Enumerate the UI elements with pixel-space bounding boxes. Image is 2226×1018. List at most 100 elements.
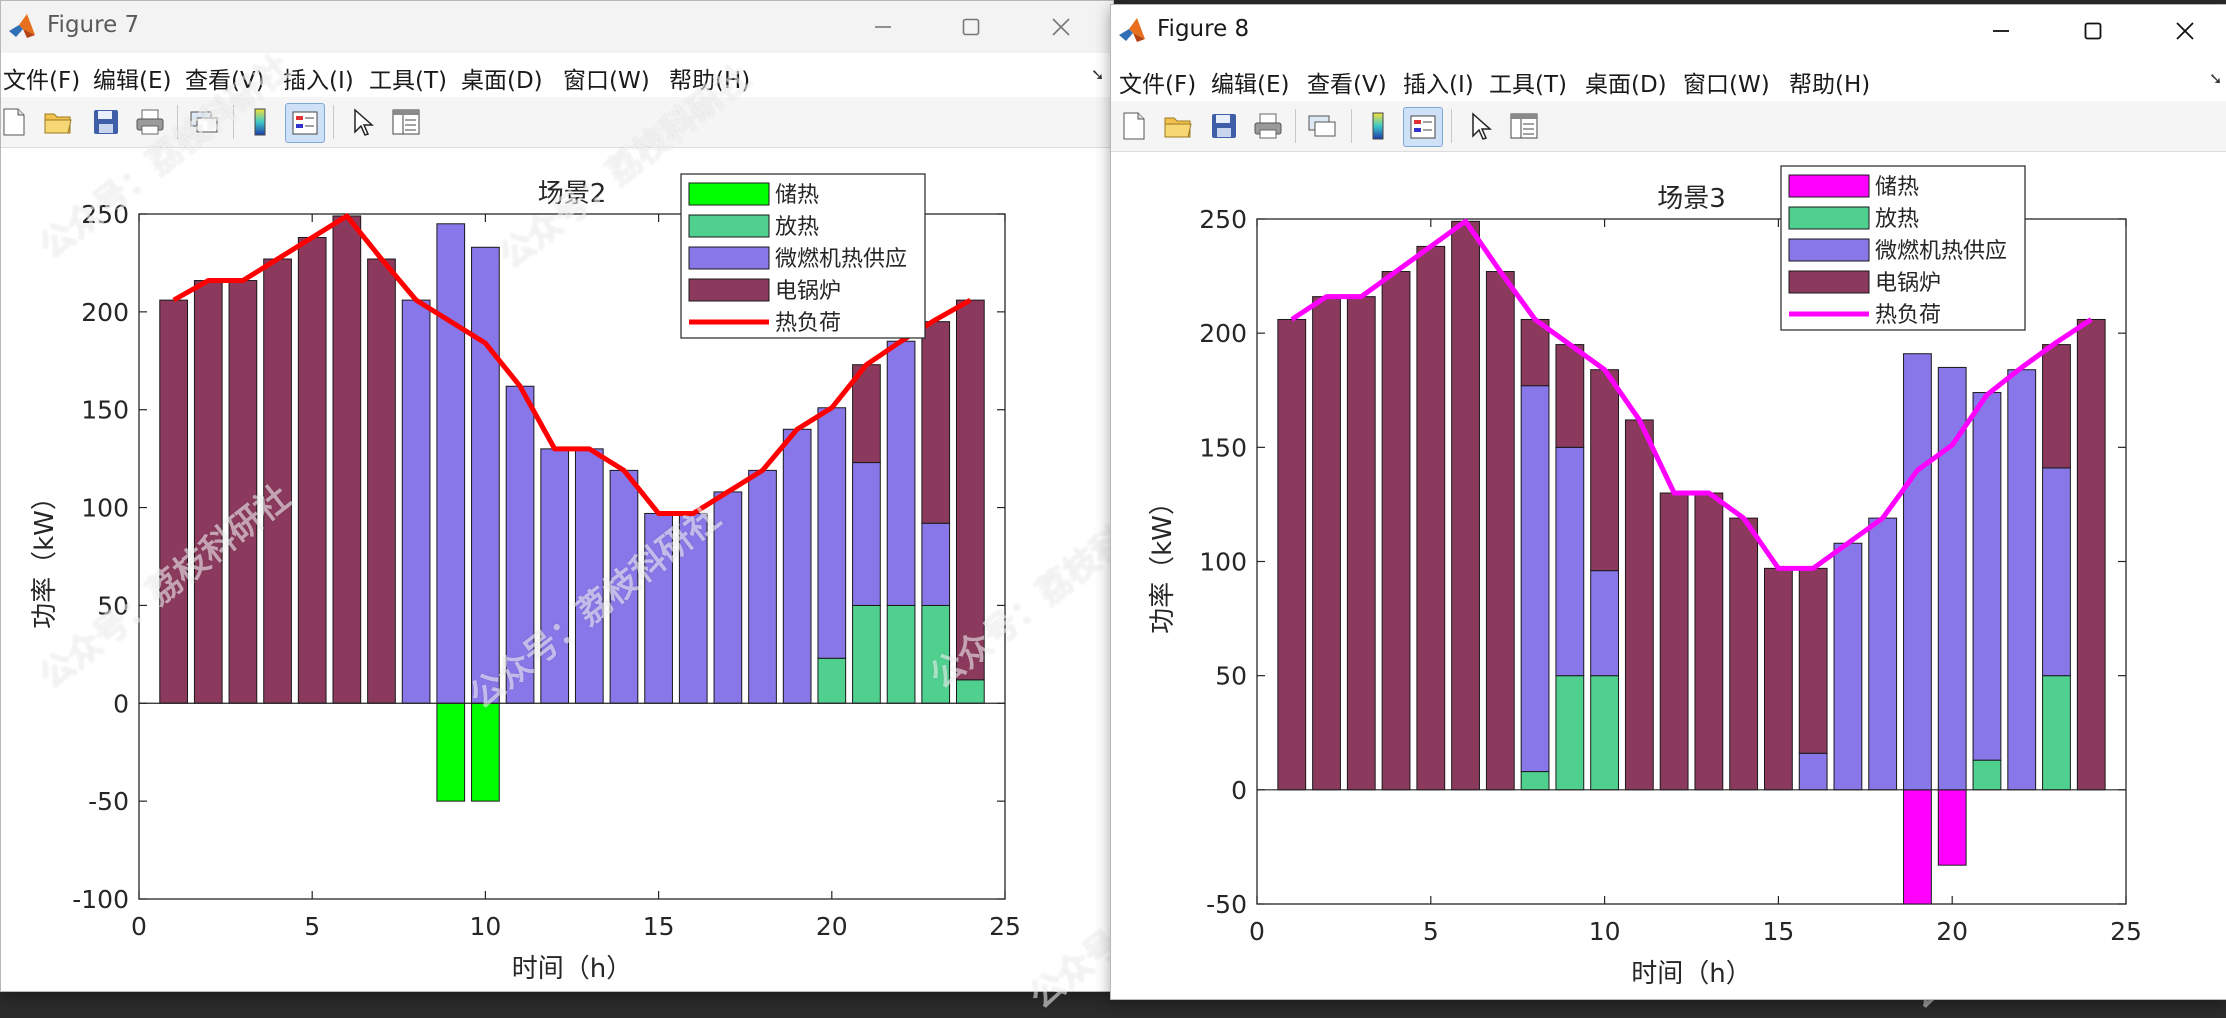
property-inspector-icon[interactable]	[1505, 107, 1543, 145]
matlab-logo-icon	[9, 14, 35, 38]
close-icon	[1052, 18, 1070, 36]
bar	[1798, 567, 1828, 754]
close-button[interactable]	[2155, 11, 2215, 51]
minimize-icon	[1993, 30, 2009, 32]
bar	[1937, 789, 1967, 866]
maximize-icon	[962, 18, 980, 36]
menu-desktop[interactable]: 桌面(D)	[461, 68, 543, 94]
save-icon[interactable]	[87, 103, 125, 141]
menu-file[interactable]: 文件(F)	[3, 68, 81, 94]
bar	[436, 702, 466, 802]
chart-title: 场景2	[538, 179, 607, 209]
legend-swatch	[688, 182, 770, 206]
insert-legend-icon[interactable]	[1403, 107, 1443, 147]
y-tick-label: -50	[88, 787, 129, 816]
menu-tools[interactable]: 工具(T)	[369, 68, 447, 94]
matlab-logo-icon	[1119, 18, 1145, 42]
property-inspector-icon[interactable]	[387, 103, 425, 141]
open-file-icon[interactable]	[1159, 107, 1197, 145]
menu-file[interactable]: 文件(F)	[1119, 72, 1197, 98]
figure-8-window: Figure 8 文件(F) 编辑(E) 查看(V) 插入(I) 工具(T) 桌…	[1110, 4, 2226, 1000]
menu-desktop[interactable]: 桌面(D)	[1585, 72, 1667, 98]
x-tick-label: 20	[1936, 917, 1968, 946]
bar	[1555, 675, 1585, 791]
bar	[1937, 366, 1967, 791]
bar	[817, 407, 847, 659]
maximize-button[interactable]	[2063, 11, 2123, 51]
y-tick-label: 200	[81, 298, 129, 327]
bar	[921, 522, 951, 606]
menu-window[interactable]: 窗口(W)	[1683, 72, 1770, 98]
maximize-button[interactable]	[941, 7, 1001, 47]
legend-swatch	[688, 278, 770, 302]
bar	[1520, 385, 1550, 773]
x-axis-label: 时间（h）	[512, 954, 632, 984]
bar	[297, 236, 327, 704]
figure-7-chart: -100 -50 0 50 100 150 200 250 0 5 10 15 20 25 场景2 时间（h）…	[1, 148, 1113, 991]
x-tick-label: 10	[1589, 917, 1621, 946]
x-tick-label: 15	[1762, 917, 1794, 946]
link-plot-icon[interactable]	[1303, 107, 1341, 145]
y-tick-label: 0	[113, 689, 129, 718]
menu-insert[interactable]: 插入(I)	[1403, 72, 1474, 98]
bar	[1555, 344, 1585, 448]
bar	[505, 385, 535, 704]
bar	[713, 491, 743, 704]
print-icon[interactable]	[131, 103, 169, 141]
bar	[1590, 570, 1620, 677]
bar	[1520, 318, 1550, 387]
x-tick-label: 5	[304, 912, 320, 941]
figure-7-toolbar	[1, 97, 1113, 148]
y-tick-label: 250	[81, 200, 129, 229]
minimize-button[interactable]	[1971, 11, 2031, 51]
x-axis-label: 时间（h）	[1631, 959, 1751, 989]
menu-tools[interactable]: 工具(T)	[1489, 72, 1567, 98]
link-plot-icon[interactable]	[185, 103, 223, 141]
bar	[1659, 492, 1689, 791]
bar	[2042, 344, 2071, 469]
close-button[interactable]	[1031, 7, 1091, 47]
dock-arrow-icon[interactable]: ➘	[1091, 65, 1105, 84]
y-axis-label: 功率（kW）	[1148, 489, 1178, 634]
y-tick-label: -100	[72, 885, 129, 914]
menu-edit[interactable]: 编辑(E)	[93, 68, 172, 94]
minimize-button[interactable]	[853, 7, 913, 47]
insert-legend-icon[interactable]	[285, 103, 325, 143]
open-file-icon[interactable]	[39, 103, 77, 141]
bar	[2007, 369, 2037, 791]
legend-entry-label: 电锅炉	[775, 279, 841, 304]
bar	[1381, 271, 1411, 791]
y-axis-label: 功率（kW）	[30, 484, 60, 629]
menu-edit[interactable]: 编辑(E)	[1211, 72, 1290, 98]
bar	[956, 299, 985, 681]
save-icon[interactable]	[1205, 107, 1243, 145]
bar	[2076, 318, 2106, 791]
figure-8-toolbar	[1111, 101, 2226, 152]
insert-colorbar-icon[interactable]	[1359, 107, 1397, 145]
insert-colorbar-icon[interactable]	[241, 103, 279, 141]
x-tick-label: 0	[1249, 917, 1265, 946]
print-icon[interactable]	[1249, 107, 1287, 145]
menu-help[interactable]: 帮助(H)	[669, 68, 751, 94]
menu-help[interactable]: 帮助(H)	[1789, 72, 1871, 98]
bar	[436, 223, 466, 704]
menu-window[interactable]: 窗口(W)	[563, 68, 650, 94]
new-figure-icon[interactable]	[1, 103, 33, 141]
y-tick-label: 200	[1199, 319, 1247, 348]
dock-arrow-icon[interactable]: ➘	[2209, 69, 2223, 88]
new-figure-icon[interactable]	[1115, 107, 1153, 145]
menu-view[interactable]: 查看(V)	[1307, 72, 1387, 98]
bar	[1451, 220, 1480, 791]
bar	[1590, 675, 1620, 791]
menu-view[interactable]: 查看(V)	[185, 68, 265, 94]
figure-7-titlebar[interactable]: Figure 7	[1, 1, 1113, 53]
menu-insert[interactable]: 插入(I)	[283, 68, 354, 94]
figure-8-titlebar[interactable]: Figure 8	[1111, 5, 2226, 57]
heat-load-line	[172, 213, 972, 516]
bar	[471, 246, 500, 704]
heat-load-line	[1290, 218, 2093, 571]
edit-plot-arrow-icon[interactable]	[343, 103, 381, 141]
y-tick-label: 250	[1199, 205, 1247, 234]
edit-plot-arrow-icon[interactable]	[1461, 107, 1499, 145]
